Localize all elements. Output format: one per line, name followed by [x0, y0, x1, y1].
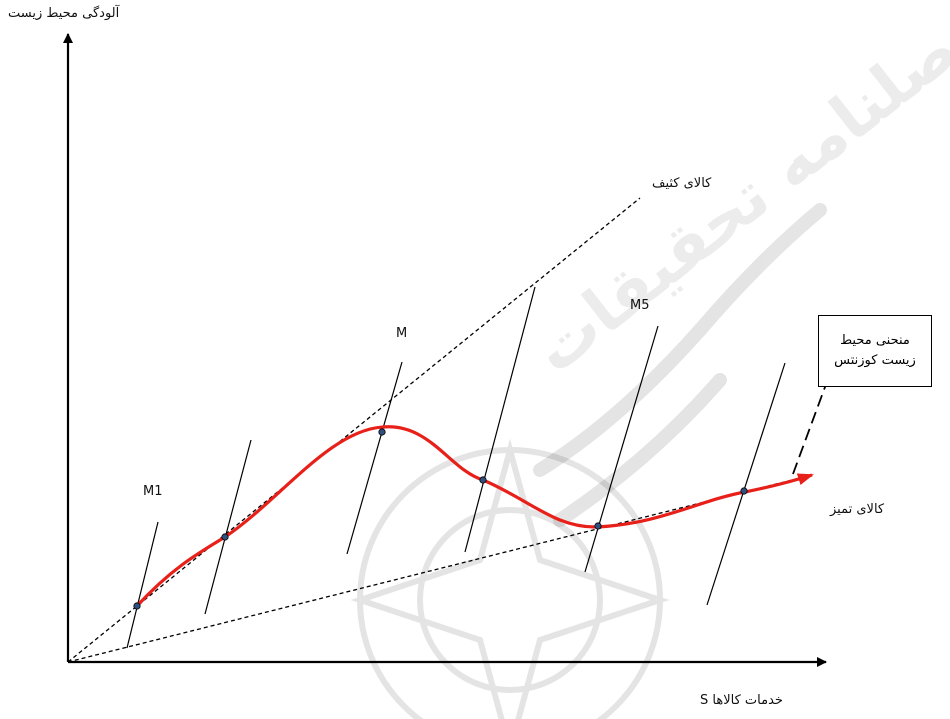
point-1 [133, 602, 141, 610]
slanted-line-5 [584, 325, 659, 573]
point-4 [479, 476, 487, 484]
point-2 [221, 533, 229, 541]
m5-label: M5 [630, 298, 650, 313]
slanted-line-3 [346, 361, 403, 555]
y-axis-label: آلودگی محیط زیست [8, 6, 120, 21]
slanted-line-6 [706, 362, 786, 606]
kuznets-curve-label: منحنی محیط زیست کوزنتس [834, 333, 916, 368]
slanted-line-1 [126, 521, 159, 649]
curve-points [133, 428, 748, 610]
watermark-text-strokes [533, 203, 827, 527]
slanted-line-4 [464, 286, 536, 553]
slanted-line-2 [204, 439, 252, 615]
kuznets-curve-label-box: منحنی محیط زیست کوزنتس [818, 315, 932, 387]
point-3 [378, 428, 386, 436]
m1-label: M1 [143, 484, 163, 499]
point-6 [740, 487, 748, 495]
dirty-goods-label: کالای کثیف [652, 176, 712, 191]
dirty-goods-ray [67, 197, 641, 663]
x-axis-label: خدمات کالاها S [700, 693, 783, 708]
watermark-rosette [350, 438, 670, 719]
clean-goods-label: کالای تمیز [830, 502, 885, 517]
m-label: M [396, 326, 408, 341]
slanted-lines [126, 286, 786, 649]
point-5 [594, 522, 602, 530]
